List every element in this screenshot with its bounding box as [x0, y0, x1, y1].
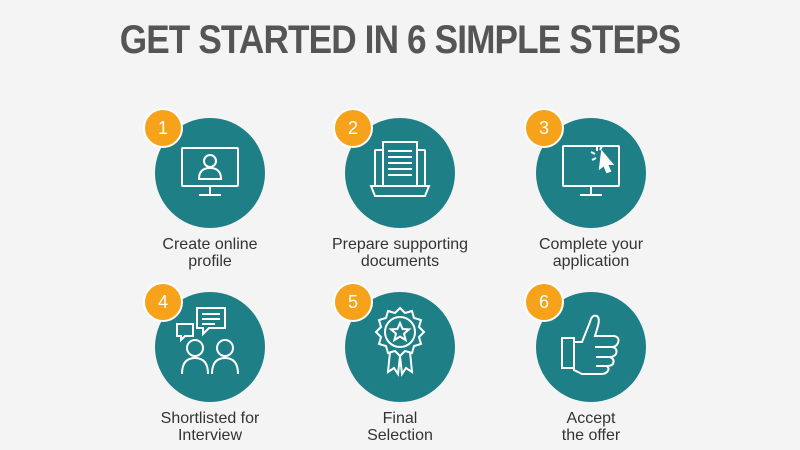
step-3-label-line1: Complete your	[538, 236, 644, 253]
step-2-number-badge: 2	[333, 108, 373, 148]
step-1-label: Create online profile	[115, 236, 305, 270]
step-3-label: Complete your application	[496, 236, 686, 270]
step-1-label-line2: profile	[188, 253, 232, 270]
step-2-label: Prepare supporting documents	[305, 236, 495, 270]
step-3-label-line2: application	[552, 253, 630, 270]
step-4-label-line1: Shortlisted for	[160, 410, 260, 427]
step-6-label-line2: the offer	[561, 427, 621, 444]
step-2-label-line1: Prepare supporting	[331, 236, 469, 253]
step-1-label-line1: Create online	[162, 236, 258, 253]
step-2-label-line2: documents	[360, 253, 440, 270]
step-1-number-badge: 1	[143, 108, 183, 148]
step-6-number-badge: 6	[524, 282, 564, 322]
step-6-label-line1: Accept	[566, 410, 616, 427]
step-5-label: Final Selection	[305, 410, 495, 444]
documents-icon	[369, 141, 431, 197]
step-4-number-badge: 4	[143, 282, 183, 322]
thumbs-up-icon	[561, 314, 620, 375]
page-title: GET STARTED IN 6 SIMPLE STEPS	[119, 18, 681, 62]
step-5-label-line2: Selection	[367, 427, 433, 444]
monitor-cursor-icon	[562, 145, 620, 196]
step-4-label: Shortlisted for Interview	[115, 410, 305, 444]
interview-icon	[176, 307, 239, 375]
step-5-label-line1: Final	[382, 410, 418, 427]
award-badge-icon	[374, 306, 426, 377]
step-6-label: Accept the offer	[496, 410, 686, 444]
step-3-number-badge: 3	[524, 108, 564, 148]
step-5-number-badge: 5	[333, 282, 373, 322]
monitor-user-icon	[181, 147, 239, 196]
step-4-label-line2: Interview	[177, 427, 243, 444]
